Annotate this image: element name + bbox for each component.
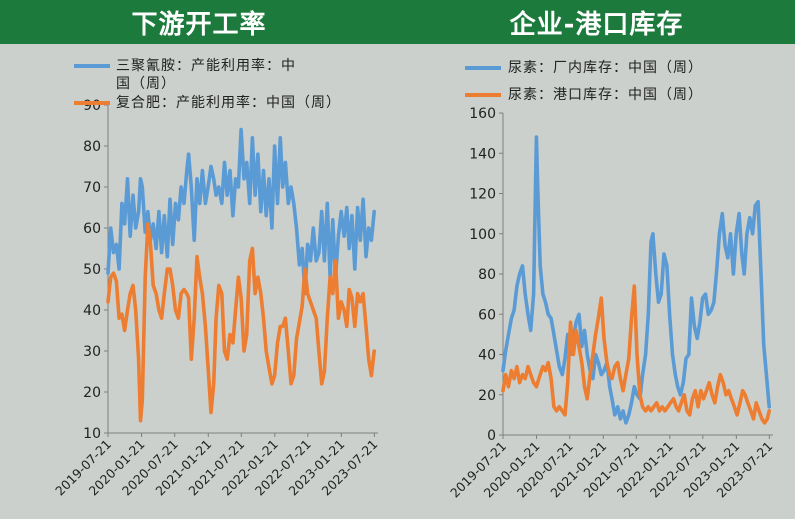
legend-label-2: 复合肥：产能利用率：中国（周） — [116, 94, 341, 111]
y-tick-label: 60 — [83, 221, 101, 237]
series-line-2 — [106, 222, 376, 423]
legend-label-1: 三聚氰胺：产能利用率：中国（周） — [116, 57, 296, 92]
legend-label-2: 尿素：港口库存：中国（周） — [508, 87, 703, 103]
y-tick-label: 0 — [487, 428, 496, 444]
y-tick-label: 20 — [478, 388, 496, 404]
y-tick-label: 50 — [83, 262, 101, 278]
y-tick-label: 30 — [83, 344, 101, 360]
left-panel-title: 下游开工率 — [0, 0, 398, 44]
legend-label-1: 尿素：厂内库存：中国（周） — [508, 60, 703, 76]
y-tick-label: 60 — [478, 307, 496, 323]
y-tick-label: 100 — [469, 227, 496, 243]
right-panel-title: 企业-港口库存 — [398, 0, 795, 44]
y-tick-label: 40 — [478, 348, 496, 364]
chart-2: 0204060801001201401602019-07-212020-01-2… — [447, 60, 775, 500]
y-tick-label: 80 — [83, 139, 101, 155]
y-tick-label: 140 — [469, 146, 496, 162]
series-line-2 — [501, 284, 771, 425]
y-tick-label: 160 — [469, 106, 496, 122]
series-line-1 — [501, 135, 771, 425]
y-tick-label: 10 — [83, 426, 101, 442]
y-tick-label: 20 — [83, 385, 101, 401]
y-tick-label: 80 — [478, 267, 496, 283]
y-tick-label: 70 — [83, 180, 101, 196]
chart-1: 1020304050607080902019-07-212020-01-2120… — [52, 57, 380, 498]
y-tick-label: 120 — [469, 187, 496, 203]
y-tick-label: 90 — [83, 98, 101, 114]
y-tick-label: 40 — [83, 303, 101, 319]
